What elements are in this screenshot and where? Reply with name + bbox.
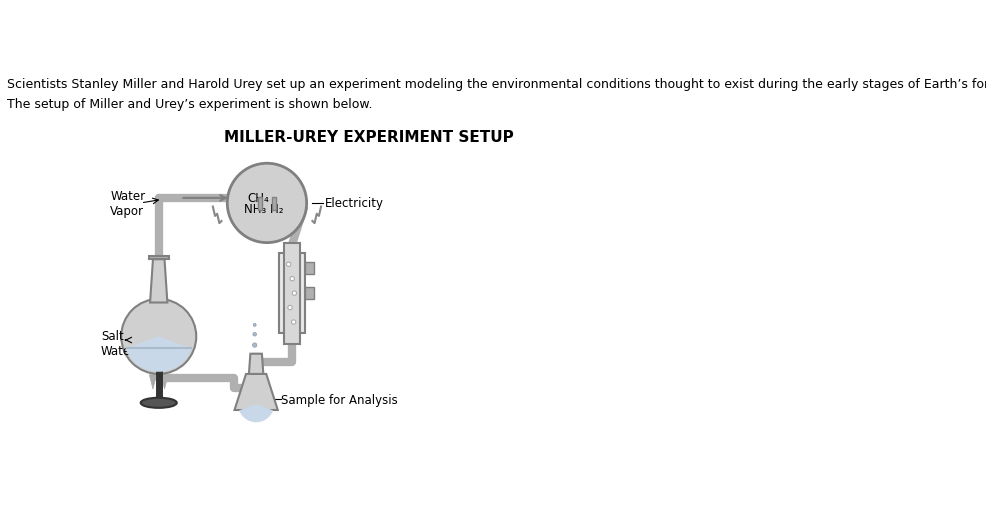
Circle shape bbox=[227, 164, 307, 243]
Circle shape bbox=[252, 333, 256, 336]
Text: Scientists Stanley Miller and Harold Urey set up an experiment modeling the envi: Scientists Stanley Miller and Harold Ure… bbox=[7, 78, 986, 90]
Bar bbox=[257, 198, 261, 211]
Text: Electricity: Electricity bbox=[324, 197, 384, 210]
Polygon shape bbox=[155, 375, 162, 384]
Ellipse shape bbox=[141, 398, 176, 408]
Text: Sample for Analysis: Sample for Analysis bbox=[281, 393, 397, 406]
Bar bbox=[284, 243, 300, 344]
Circle shape bbox=[288, 306, 292, 310]
Circle shape bbox=[252, 343, 256, 347]
Bar bbox=[305, 288, 314, 299]
Polygon shape bbox=[248, 354, 263, 374]
Polygon shape bbox=[149, 256, 169, 260]
Circle shape bbox=[121, 299, 196, 374]
Text: Salt
Water: Salt Water bbox=[101, 330, 136, 358]
Circle shape bbox=[253, 324, 256, 327]
Circle shape bbox=[286, 263, 291, 267]
Polygon shape bbox=[150, 260, 168, 303]
Wedge shape bbox=[125, 337, 191, 372]
Bar bbox=[272, 198, 276, 211]
Polygon shape bbox=[235, 374, 277, 410]
Text: NH₃ H₂: NH₃ H₂ bbox=[244, 203, 283, 216]
Text: CH₄: CH₄ bbox=[247, 191, 269, 204]
Text: MILLER-UREY EXPERIMENT SETUP: MILLER-UREY EXPERIMENT SETUP bbox=[224, 129, 513, 144]
Wedge shape bbox=[239, 405, 273, 423]
Bar bbox=[279, 254, 305, 333]
Circle shape bbox=[290, 277, 294, 281]
Circle shape bbox=[291, 320, 296, 325]
Polygon shape bbox=[161, 375, 168, 389]
Polygon shape bbox=[149, 375, 157, 389]
Text: Water
Vapor: Water Vapor bbox=[110, 189, 145, 217]
Circle shape bbox=[292, 291, 296, 296]
Bar bbox=[305, 263, 314, 274]
Text: The setup of Miller and Urey’s experiment is shown below.: The setup of Miller and Urey’s experimen… bbox=[7, 97, 373, 111]
